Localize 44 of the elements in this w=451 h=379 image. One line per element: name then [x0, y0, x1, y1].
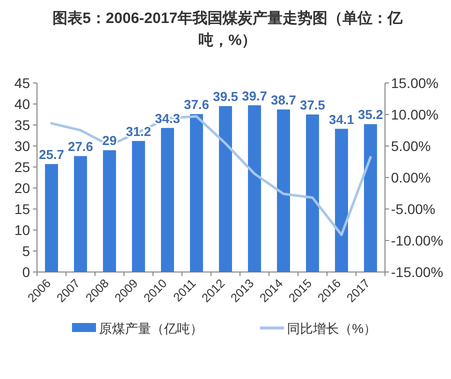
bar: [160, 128, 174, 272]
y-tick-label: 35: [14, 117, 30, 133]
data-label: 37.6: [184, 97, 210, 112]
y2-tick-label: 0.00%: [391, 170, 431, 186]
data-label: 29: [102, 133, 117, 148]
data-label: 39.5: [212, 89, 238, 104]
data-label: 25.7: [38, 147, 64, 162]
y2-tick-label: -15.00%: [391, 264, 444, 280]
bar: [334, 128, 348, 272]
chart-title: 图表5：2006-2017年我国煤炭产量走势图（单位：亿吨，%）: [51, 9, 404, 51]
data-label: 35.2: [358, 107, 384, 122]
bar: [132, 140, 146, 272]
legend-label: 同比增长（%）: [287, 321, 377, 336]
data-label: 39.7: [242, 88, 268, 104]
bar: [190, 114, 204, 272]
y-tick-label: 45: [14, 75, 30, 91]
bar: [276, 109, 290, 272]
legend-label: 原煤产量（亿吨）: [99, 321, 203, 336]
data-label: 31.2: [126, 124, 152, 139]
bar: [74, 156, 88, 272]
y2-tick-label: -5.00%: [391, 201, 436, 217]
y2-tick-label: -10.00%: [391, 232, 444, 248]
y-tick-label: 25: [14, 159, 30, 175]
y-tick-label: 15: [14, 201, 30, 217]
data-label: 37.5: [300, 98, 326, 112]
y-tick-label: 0: [22, 264, 30, 280]
bar: [102, 150, 116, 272]
data-label: 34.1: [328, 112, 354, 127]
bar: [364, 124, 378, 272]
y2-tick-label: 10.00%: [391, 106, 438, 122]
bar: [306, 114, 320, 272]
y-tick-label: 10: [14, 222, 30, 238]
y-tick-label: 40: [14, 96, 30, 112]
y-tick-label: 20: [14, 180, 30, 196]
data-label: 34.3: [154, 110, 180, 126]
bar: [248, 105, 262, 272]
y2-tick-label: 5.00%: [391, 138, 431, 154]
bar: [218, 106, 232, 272]
y-tick-label: 30: [14, 138, 30, 154]
y2-tick-label: 15.00%: [391, 75, 438, 91]
y-tick-label: 5: [22, 243, 30, 259]
data-label: 38.7: [270, 92, 296, 108]
data-label: 27.6: [68, 139, 94, 154]
bar: [44, 164, 58, 272]
